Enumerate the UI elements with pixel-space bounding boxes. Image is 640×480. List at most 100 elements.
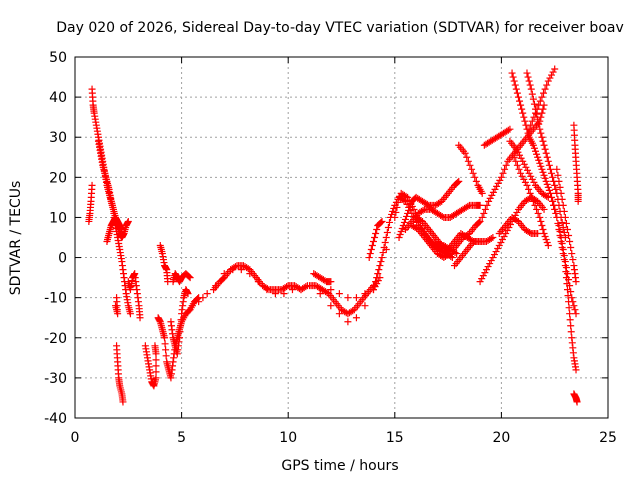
data-point (573, 398, 581, 406)
data-point (443, 245, 451, 253)
data-point (478, 275, 486, 283)
data-point (471, 173, 479, 181)
data-point (538, 109, 546, 117)
data-point (195, 298, 203, 306)
data-point (538, 221, 546, 229)
data-point (464, 157, 472, 165)
data-point (220, 270, 228, 278)
data-point (567, 328, 575, 336)
data-point (487, 235, 495, 243)
data-point (510, 77, 518, 85)
data-point (185, 273, 193, 281)
data-point (484, 263, 492, 271)
data-point (526, 189, 534, 197)
data-point (548, 71, 556, 79)
data-point (374, 270, 382, 278)
data-point (498, 236, 506, 244)
data-point (549, 173, 557, 181)
data-point (373, 225, 381, 233)
data-point (569, 256, 577, 264)
data-point (194, 295, 202, 303)
y-tick-label: -10 (44, 291, 67, 307)
data-point (533, 150, 541, 158)
data-point (499, 169, 507, 177)
data-point (472, 177, 480, 185)
data-point (546, 189, 554, 197)
data-point (271, 290, 279, 298)
data-point (535, 120, 543, 128)
data-point (568, 294, 576, 302)
data-point (549, 197, 557, 205)
data-point (541, 174, 549, 182)
data-point (538, 165, 546, 173)
data-point (559, 201, 567, 209)
data-point (297, 286, 305, 294)
data-point (327, 278, 335, 286)
data-point (403, 212, 411, 220)
data-point (489, 188, 497, 196)
data-point (551, 65, 559, 73)
data-point (519, 157, 527, 165)
data-point (383, 228, 391, 236)
data-point (565, 304, 573, 312)
data-point (327, 286, 335, 294)
data-point (528, 90, 536, 98)
data-point (536, 125, 544, 133)
data-point (535, 101, 543, 109)
data-point (541, 85, 549, 93)
data-point (392, 198, 400, 206)
data-point (572, 278, 580, 286)
data-point (352, 294, 360, 302)
data-point (543, 192, 551, 200)
data-point (520, 113, 528, 121)
data-point (565, 231, 573, 239)
data-point (391, 201, 399, 209)
data-point (396, 230, 404, 238)
data-point (367, 246, 375, 254)
data-point (176, 328, 184, 336)
data-point (489, 234, 497, 241)
data-point (188, 302, 196, 310)
data-point (372, 278, 380, 286)
data-point (530, 178, 538, 186)
data-point (491, 185, 499, 193)
data-point (344, 318, 352, 326)
y-tick-label: 0 (58, 251, 67, 267)
data-point (515, 165, 523, 173)
data-point (237, 266, 245, 274)
data-point (513, 161, 521, 169)
data-point (212, 282, 220, 290)
y-tick-label: -30 (44, 371, 67, 387)
data-point (419, 206, 427, 214)
data-point (388, 210, 396, 218)
data-point (482, 266, 490, 274)
data-point (497, 173, 505, 181)
data-point (517, 169, 525, 177)
data-point (543, 81, 551, 89)
data-point (521, 117, 529, 125)
data-point (564, 292, 572, 300)
data-point (369, 238, 377, 246)
data-point (500, 232, 508, 240)
data-point (280, 290, 288, 298)
data-point (528, 175, 536, 183)
data-point (524, 166, 532, 174)
data-point (483, 201, 491, 209)
data-point (530, 113, 538, 121)
data-point (177, 316, 185, 324)
data-point (376, 262, 384, 270)
data-point (558, 218, 566, 226)
data-point (546, 165, 554, 173)
data-point (400, 218, 408, 226)
data-point (316, 290, 324, 298)
data-point (461, 149, 469, 157)
data-point (523, 69, 531, 77)
y-tick-label: 40 (49, 90, 67, 106)
data-point (126, 310, 134, 318)
data-point (561, 258, 569, 266)
data-point (373, 274, 381, 282)
data-point (112, 302, 120, 310)
y-tick-label: 50 (49, 50, 67, 66)
data-point (548, 169, 556, 177)
data-point (553, 213, 561, 221)
